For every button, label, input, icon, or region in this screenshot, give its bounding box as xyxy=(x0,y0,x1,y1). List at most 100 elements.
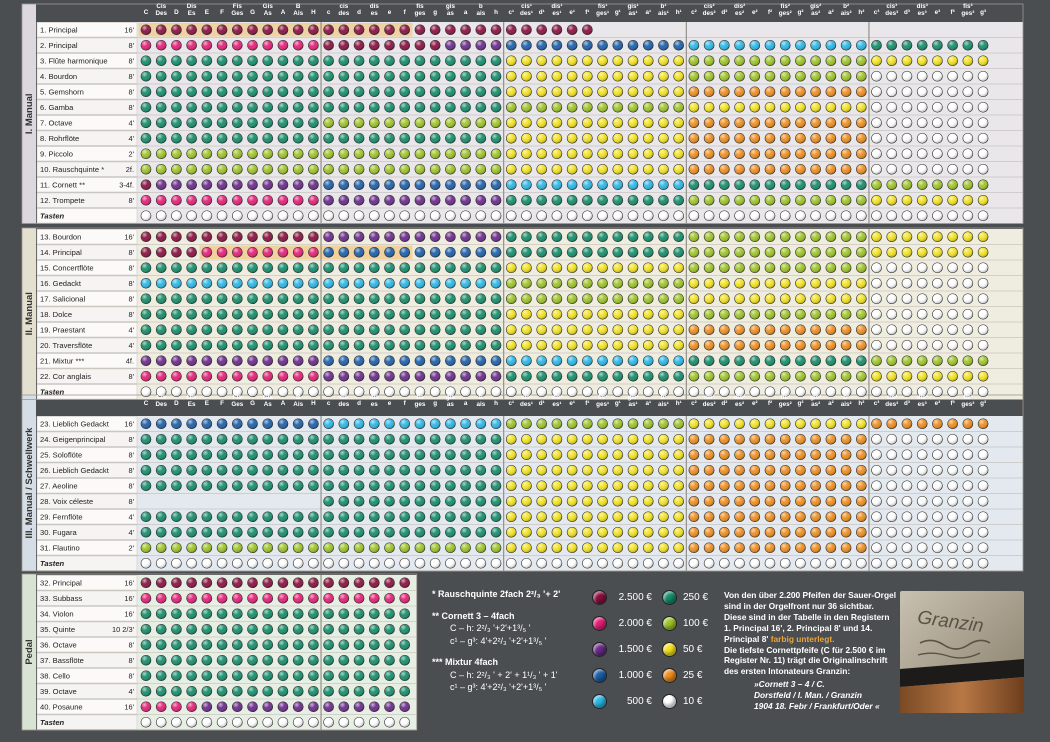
dot-shine xyxy=(460,55,471,66)
dot-shine xyxy=(293,686,304,697)
dot-shine xyxy=(460,117,471,128)
dot-shine xyxy=(886,324,897,335)
dot-shine xyxy=(841,293,852,304)
register-label-cell xyxy=(36,229,138,245)
dot-shine xyxy=(734,371,745,382)
dot-shine xyxy=(658,262,669,273)
dot-shine xyxy=(217,133,228,144)
dot-shine xyxy=(399,210,410,221)
column-note: b xyxy=(479,394,483,401)
register-name: 39. Octave xyxy=(40,687,77,696)
dot-shine xyxy=(841,465,852,476)
dot-shine xyxy=(369,55,380,66)
dot-shine xyxy=(186,278,197,289)
dot-shine xyxy=(338,717,349,728)
dot-shine xyxy=(338,465,349,476)
dot-shine xyxy=(795,418,806,429)
register-label-cell xyxy=(36,637,138,653)
register-name: 4. Bourdon xyxy=(40,72,77,81)
dot-shine xyxy=(201,624,212,635)
dot-shine xyxy=(201,71,212,82)
dot-shine xyxy=(232,231,243,242)
dot-shine xyxy=(582,418,593,429)
dot-shine xyxy=(384,639,395,650)
dot-shine xyxy=(886,371,897,382)
info-text: Von den über 2.200 Pfeifen der Sauer-Org… xyxy=(724,590,898,712)
dot-shine xyxy=(384,133,395,144)
dot-shine xyxy=(917,324,928,335)
dot-shine xyxy=(506,449,517,460)
dot-shine xyxy=(856,309,867,320)
dot-shine xyxy=(825,418,836,429)
dot-shine xyxy=(186,371,197,382)
dot-shine xyxy=(856,558,867,569)
column-note: e² xyxy=(752,400,758,407)
dot-shine xyxy=(825,496,836,507)
register-label-cell xyxy=(36,53,138,69)
dot-shine xyxy=(719,40,730,51)
column-note: ais² xyxy=(841,10,852,17)
dot-shine xyxy=(704,117,715,128)
dot-shine xyxy=(369,231,380,242)
dot-shine xyxy=(293,577,304,588)
dot-shine xyxy=(247,558,258,569)
column-note: d³ xyxy=(904,400,910,407)
legend-item: 2.500 € xyxy=(592,590,652,605)
dot-shine xyxy=(323,355,334,366)
dot-shine xyxy=(217,434,228,445)
dot-shine xyxy=(749,418,760,429)
dot-shine xyxy=(323,309,334,320)
dot-shine xyxy=(475,133,486,144)
dot-shine xyxy=(688,117,699,128)
dot-shine xyxy=(856,179,867,190)
dot-shine xyxy=(628,465,639,476)
dot-shine xyxy=(506,558,517,569)
column-note: dis² xyxy=(734,3,745,10)
dot-shine xyxy=(932,278,943,289)
register-name: 20. Traversflöte xyxy=(40,341,92,350)
dot-shine xyxy=(978,511,989,522)
dot-shine xyxy=(643,210,654,221)
dot-shine xyxy=(277,511,288,522)
dot-shine xyxy=(338,542,349,553)
register-label-cell xyxy=(36,337,138,353)
register-foot: 8' xyxy=(128,295,134,304)
dot-shine xyxy=(277,117,288,128)
dot-shine xyxy=(217,309,228,320)
dot-shine xyxy=(460,449,471,460)
register-label-cell xyxy=(36,416,138,432)
dot-shine xyxy=(825,340,836,351)
dot-shine xyxy=(338,418,349,429)
dot-shine xyxy=(262,577,273,588)
dot-shine xyxy=(277,386,288,397)
dot-shine xyxy=(369,639,380,650)
dot-shine xyxy=(354,434,365,445)
dot-shine xyxy=(171,164,182,175)
column-note: h xyxy=(494,400,498,407)
dot-shine xyxy=(399,480,410,491)
dot-shine xyxy=(141,418,151,429)
dot-shine xyxy=(293,40,304,51)
dot-shine xyxy=(658,148,669,159)
dot-shine xyxy=(734,355,745,366)
dot-shine xyxy=(886,355,897,366)
dot-shine xyxy=(201,593,212,604)
dot-shine xyxy=(186,309,197,320)
dot-shine xyxy=(217,511,228,522)
dot-shine xyxy=(171,117,182,128)
dot-shine xyxy=(369,71,380,82)
legend-swatch xyxy=(592,694,607,709)
dot-shine xyxy=(399,593,410,604)
register-name: 11. Cornett ** xyxy=(40,181,85,190)
dot-shine xyxy=(856,527,867,538)
dot-shine xyxy=(171,527,182,538)
dot-shine xyxy=(338,577,349,588)
dot-shine xyxy=(247,117,258,128)
dot-shine xyxy=(201,278,212,289)
dot-shine xyxy=(825,542,836,553)
dot-shine xyxy=(551,262,562,273)
dot-shine xyxy=(262,355,273,366)
dot-shine xyxy=(217,577,228,588)
dot-shine xyxy=(369,418,380,429)
dot-shine xyxy=(658,293,669,304)
